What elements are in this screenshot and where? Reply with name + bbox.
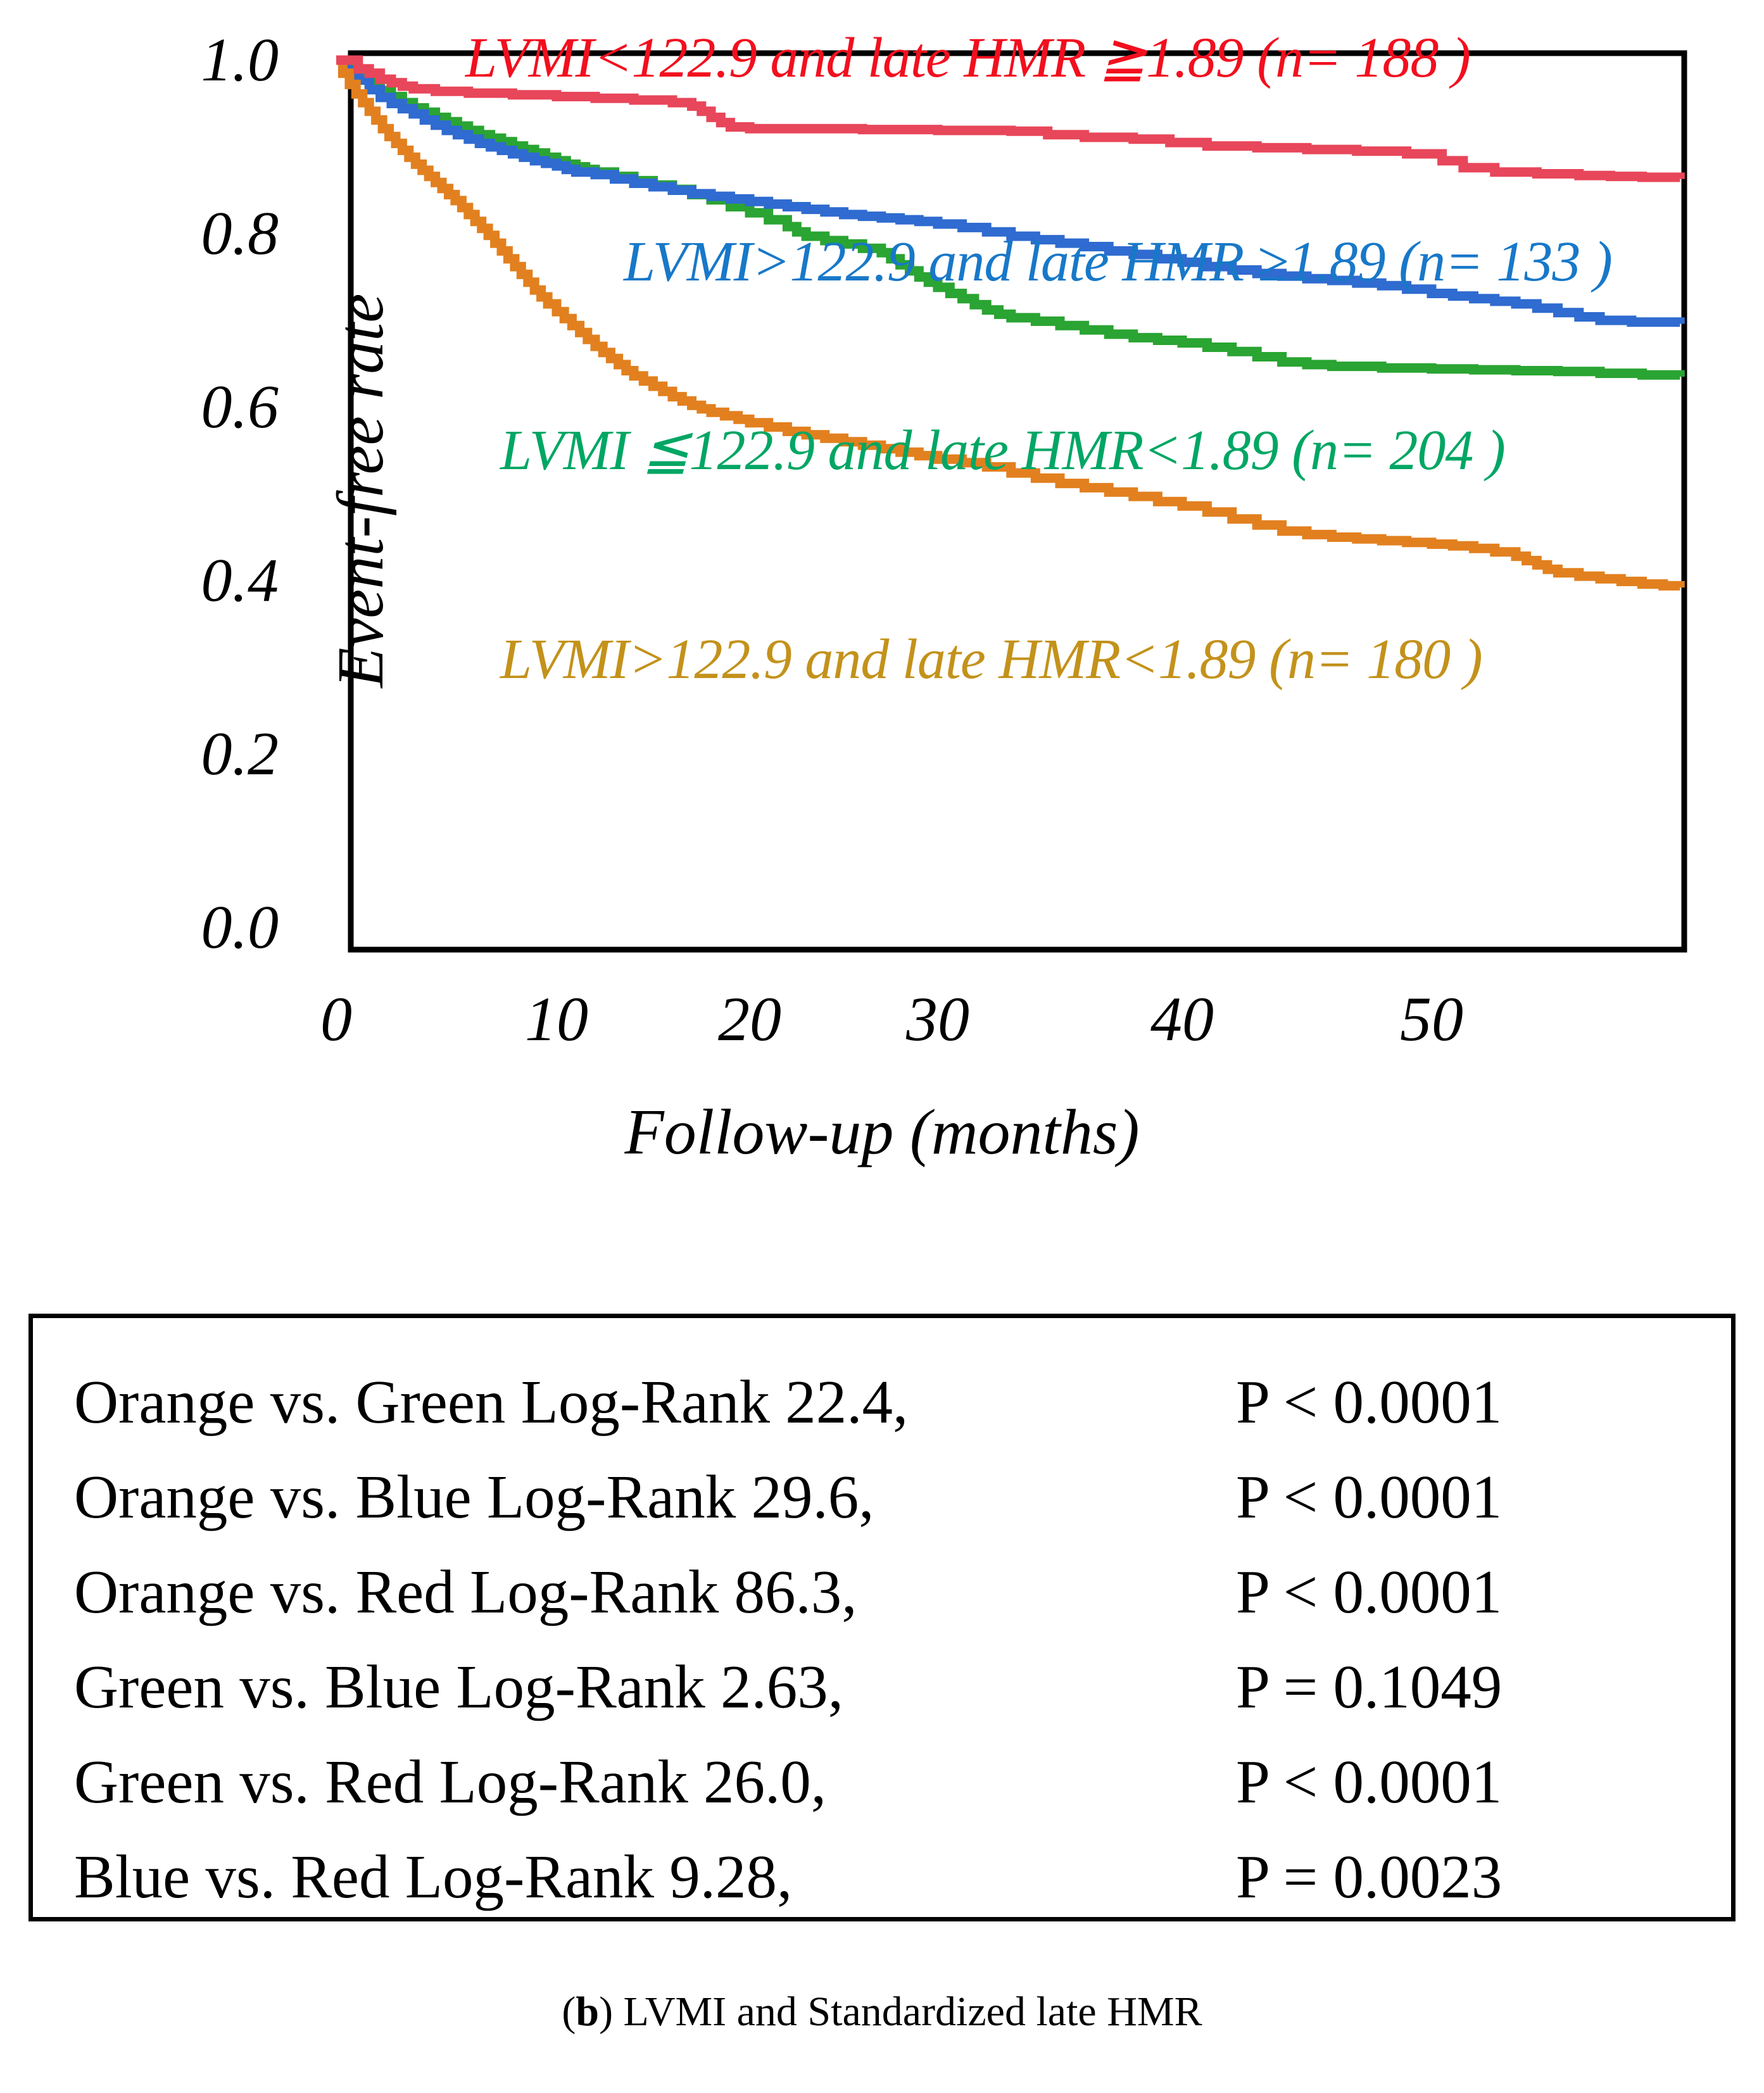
caption-post: ) LVMI and Standardized late HMR xyxy=(599,1989,1202,2035)
curve-label-blue: LVMI>122.9 and late HMR ≥1.89 (n= 133 ) xyxy=(624,230,1613,293)
x-axis-label: Follow-up (months) xyxy=(624,1097,1140,1168)
y-tick-0.4: 0.4 xyxy=(201,546,279,615)
stats-comparison: Blue vs. Red Log-Rank 9.28, xyxy=(74,1843,793,1911)
y-tick-0.8: 0.8 xyxy=(201,199,279,268)
logrank-stats-box: Orange vs. Green Log-Rank 22.4, P < 0.00… xyxy=(28,1314,1736,1921)
stats-row: Orange vs. Blue Log-Rank 29.6, P < 0.000… xyxy=(33,1450,1731,1545)
stats-row: Orange vs. Green Log-Rank 22.4, P < 0.00… xyxy=(33,1355,1731,1450)
stats-comparison: Orange vs. Green Log-Rank 22.4, xyxy=(74,1368,909,1436)
stats-comparison: Green vs. Red Log-Rank 26.0, xyxy=(74,1748,827,1816)
stats-p-value: P = 0.0023 xyxy=(1236,1843,1503,1911)
curve-label-green: LVMI ≦122.9 and late HMR<1.89 (n= 204 ) xyxy=(500,419,1506,482)
survival-plot-svg xyxy=(336,50,1687,953)
y-tick-0.0: 0.0 xyxy=(201,893,279,962)
caption-pre: ( xyxy=(562,1989,576,2035)
stats-row: Green vs. Blue Log-Rank 2.63, P = 0.1049 xyxy=(33,1640,1731,1735)
y-tick-0.2: 0.2 xyxy=(201,720,279,788)
caption-bold-letter: b xyxy=(576,1989,600,2035)
x-tick-20: 20 xyxy=(718,984,781,1054)
stats-p-value: P = 0.1049 xyxy=(1236,1653,1503,1721)
figure-caption: (b) LVMI and Standardized late HMR xyxy=(0,1988,1764,2036)
curve-label-red: LVMI<122.9 and late HMR ≧1.89 (n= 188 ) xyxy=(465,27,1471,89)
x-tick-0: 0 xyxy=(320,984,352,1054)
stats-comparison: Orange vs. Red Log-Rank 86.3, xyxy=(74,1558,857,1626)
y-tick-1.0: 1.0 xyxy=(201,26,279,94)
plot-border xyxy=(348,50,1687,953)
stats-row: Green vs. Red Log-Rank 26.0, P < 0.0001 xyxy=(33,1735,1731,1830)
stats-p-value: P < 0.0001 xyxy=(1236,1558,1503,1626)
x-tick-50: 50 xyxy=(1400,984,1463,1054)
curve-green xyxy=(336,55,1685,380)
stats-p-value: P < 0.0001 xyxy=(1236,1748,1503,1816)
stats-comparison: Orange vs. Blue Log-Rank 29.6, xyxy=(74,1463,874,1531)
y-axis-label: Event-free rate xyxy=(324,293,397,688)
curve-blue xyxy=(336,55,1685,327)
y-tick-0.6: 0.6 xyxy=(201,373,279,441)
stats-row: Blue vs. Red Log-Rank 9.28, P = 0.0023 xyxy=(33,1830,1731,1925)
x-tick-10: 10 xyxy=(525,984,588,1054)
stats-row: Orange vs. Red Log-Rank 86.3, P < 0.0001 xyxy=(33,1545,1731,1640)
x-tick-30: 30 xyxy=(906,984,969,1054)
stats-p-value: P < 0.0001 xyxy=(1236,1463,1503,1531)
stats-p-value: P < 0.0001 xyxy=(1236,1368,1503,1436)
curve-orange xyxy=(336,55,1685,591)
survival-curves xyxy=(336,55,1685,591)
curve-red xyxy=(336,55,1685,182)
curve-label-orange: LVMI>122.9 and late HMR<1.89 (n= 180 ) xyxy=(500,628,1483,691)
x-tick-40: 40 xyxy=(1150,984,1214,1054)
stats-comparison: Green vs. Blue Log-Rank 2.63, xyxy=(74,1653,843,1721)
